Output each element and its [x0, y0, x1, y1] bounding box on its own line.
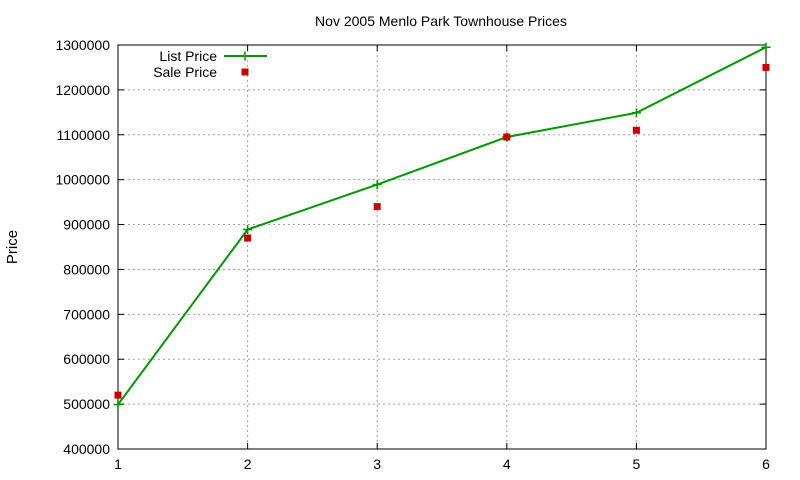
- x-tick-label: 6: [762, 456, 770, 472]
- sale-price-point: [762, 63, 770, 71]
- sale-price-point: [244, 234, 252, 242]
- list-price-series: [113, 42, 771, 410]
- legend-swatch-marker-sale-price: [241, 68, 249, 76]
- x-tick-label: 1: [114, 456, 122, 472]
- y-tick-label: 400000: [63, 441, 110, 457]
- sale-price-point: [632, 126, 640, 134]
- y-tick-label: 500000: [63, 396, 110, 412]
- list-price-point: [243, 224, 253, 234]
- sale-price-point: [114, 391, 122, 399]
- legend-label-list-price: List Price: [159, 48, 217, 64]
- y-tick-label: 1000000: [55, 172, 110, 188]
- plot-frame: [117, 44, 767, 450]
- y-tick-label: 700000: [63, 306, 110, 322]
- sale-price-point: [373, 203, 381, 211]
- y-tick-label: 900000: [63, 217, 110, 233]
- y-tick-label: 1100000: [57, 127, 111, 143]
- list-price-point: [372, 180, 382, 190]
- x-tick-label: 5: [633, 456, 641, 472]
- y-axis-label: Price: [4, 230, 21, 264]
- y-tick-label: 600000: [63, 351, 110, 367]
- list-price-point: [113, 400, 123, 410]
- x-tick-label: 2: [244, 456, 252, 472]
- y-tick-label: 1300000: [55, 37, 110, 53]
- series: [113, 42, 771, 410]
- y-tick-label: 800000: [63, 261, 110, 277]
- y-tick-label: 1200000: [55, 82, 110, 98]
- list-price-point: [761, 42, 771, 52]
- list-price-point: [631, 108, 641, 118]
- x-tick-label: 3: [373, 456, 381, 472]
- x-tick-label: 4: [503, 456, 511, 472]
- sale-price-point: [503, 133, 511, 141]
- legend-swatch-marker-list-price: [240, 51, 250, 61]
- grid: [118, 45, 766, 449]
- legend-label-sale-price: Sale Price: [153, 64, 217, 80]
- list-price-line: [117, 46, 767, 406]
- sale-price-series: [114, 63, 770, 399]
- axes: 1 2 3 4 5 6 400000 500000 600000 700000 800000 9000…: [55, 37, 770, 472]
- chart-title: Nov 2005 Menlo Park Townhouse Prices: [315, 13, 567, 29]
